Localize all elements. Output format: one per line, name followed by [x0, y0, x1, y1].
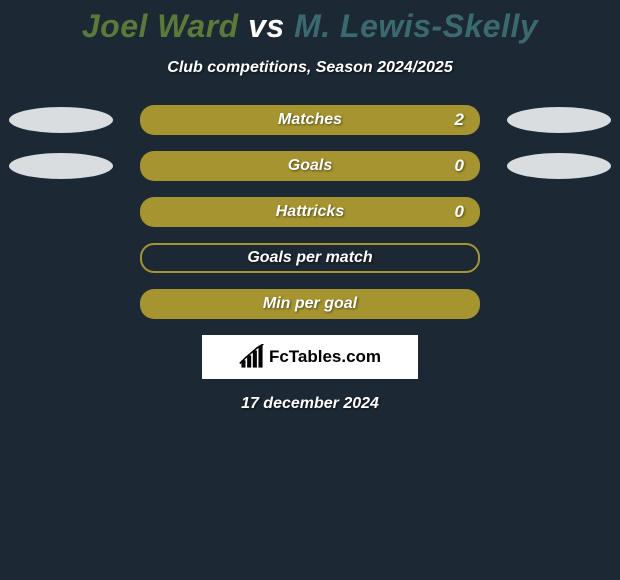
logo-text: FcTables.com: [269, 347, 381, 367]
stat-value: 2: [455, 110, 464, 130]
player2-badge: [507, 107, 611, 133]
vs-label: vs: [248, 8, 285, 44]
subtitle: Club competitions, Season 2024/2025: [0, 59, 620, 77]
left-slot: [6, 107, 116, 133]
stat-label: Hattricks: [276, 203, 344, 221]
comparison-infographic: Joel Ward vs M. Lewis-Skelly Club compet…: [0, 0, 620, 413]
stat-row: Matches 2: [0, 105, 620, 135]
title: Joel Ward vs M. Lewis-Skelly: [0, 8, 620, 45]
right-slot: [504, 153, 614, 179]
stat-label: Matches: [278, 111, 342, 129]
player2-badge: [507, 153, 611, 179]
stat-row: Min per goal: [0, 289, 620, 319]
player2-name: M. Lewis-Skelly: [294, 8, 538, 44]
stat-bar: Matches 2: [140, 105, 480, 135]
stat-label: Goals per match: [247, 249, 372, 267]
stat-value: 0: [455, 156, 464, 176]
stat-bar: Min per goal: [140, 289, 480, 319]
bars-icon: [239, 344, 265, 370]
stat-row: Hattricks 0: [0, 197, 620, 227]
left-slot: [6, 153, 116, 179]
stat-bar: Goals per match: [140, 243, 480, 273]
stat-label: Min per goal: [263, 295, 357, 313]
player1-name: Joel Ward: [82, 8, 239, 44]
stat-bar: Hattricks 0: [140, 197, 480, 227]
logo-box: FcTables.com: [202, 335, 418, 379]
player1-badge: [9, 153, 113, 179]
stats-block: Matches 2 Goals 0 Hattricks 0 Goals per match M…: [0, 105, 620, 319]
stat-label: Goals: [288, 157, 332, 175]
stat-bar: Goals 0: [140, 151, 480, 181]
player1-badge: [9, 107, 113, 133]
date-label: 17 december 2024: [0, 395, 620, 413]
right-slot: [504, 107, 614, 133]
stat-row: Goals per match: [0, 243, 620, 273]
stat-value: 0: [455, 202, 464, 222]
stat-row: Goals 0: [0, 151, 620, 181]
